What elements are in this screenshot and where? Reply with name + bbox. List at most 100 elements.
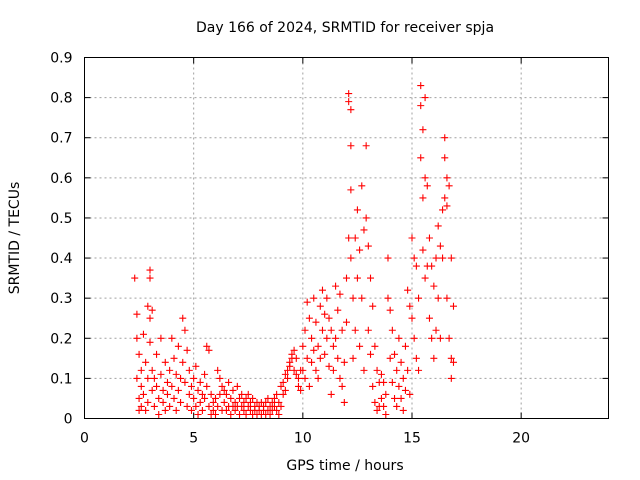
data-point: [404, 366, 412, 374]
data-point: [360, 226, 368, 234]
data-point: [362, 142, 370, 150]
data-point: [321, 350, 329, 358]
data-point: [382, 410, 390, 418]
data-point: [318, 286, 326, 294]
y-tick-label: 0.2: [50, 331, 72, 347]
data-point: [358, 182, 366, 190]
data-point: [393, 366, 401, 374]
data-point: [172, 406, 180, 414]
data-point: [347, 186, 355, 194]
data-point: [316, 354, 324, 362]
data-point: [316, 302, 324, 310]
data-point: [391, 350, 399, 358]
data-point: [377, 370, 385, 378]
data-point: [203, 342, 211, 350]
data-point: [380, 402, 388, 410]
data-point: [305, 382, 313, 390]
data-point: [323, 334, 331, 342]
data-point: [397, 394, 405, 402]
data-point: [447, 374, 455, 382]
data-point: [187, 382, 195, 390]
y-tick-label: 0: [64, 412, 73, 428]
data-point: [353, 206, 361, 214]
y-tick-label: 0.1: [50, 371, 72, 387]
data-point: [325, 362, 333, 370]
data-point: [338, 326, 346, 334]
data-point: [135, 394, 143, 402]
data-point: [445, 182, 453, 190]
data-point: [347, 142, 355, 150]
data-point: [196, 398, 204, 406]
data-point: [417, 154, 425, 162]
data-point: [419, 194, 427, 202]
data-point: [144, 302, 152, 310]
data-point: [246, 398, 254, 406]
data-point: [157, 334, 165, 342]
data-point: [170, 394, 178, 402]
data-point: [142, 358, 150, 366]
data-point: [310, 294, 318, 302]
data-point: [318, 326, 326, 334]
data-point: [332, 282, 340, 290]
data-point: [294, 382, 302, 390]
data-point: [395, 382, 403, 390]
data-point: [277, 402, 285, 410]
data-point: [432, 326, 440, 334]
data-point: [205, 346, 213, 354]
data-point: [371, 342, 379, 350]
data-point: [198, 406, 206, 414]
data-point: [270, 402, 278, 410]
data-point: [166, 366, 174, 374]
data-point: [229, 386, 237, 394]
data-point: [240, 406, 248, 414]
data-point: [242, 394, 250, 402]
data-point: [305, 314, 313, 322]
data-point: [312, 366, 320, 374]
data-point: [386, 354, 394, 362]
data-point: [277, 382, 285, 390]
data-point: [449, 302, 457, 310]
data-point: [187, 406, 195, 414]
axis-ticks: 0 0.1 0.2 0.3 0.4 0.5 0.6 0.7 0.8 0.9 0 5 10 15 20: [50, 51, 609, 447]
data-point: [388, 378, 396, 386]
data-point: [303, 354, 311, 362]
data-point: [391, 394, 399, 402]
data-point: [244, 390, 252, 398]
data-point: [397, 358, 405, 366]
y-tick-label: 0.4: [50, 251, 72, 267]
y-tick-label: 0.8: [50, 91, 72, 107]
y-tick-label: 0.3: [50, 291, 72, 307]
data-point: [212, 394, 219, 402]
data-point: [340, 358, 348, 366]
data-point: [207, 390, 215, 398]
data-point: [281, 386, 289, 394]
data-point: [334, 306, 342, 314]
data-point: [279, 390, 287, 398]
data-point: [146, 274, 154, 282]
data-point: [356, 342, 364, 350]
data-point: [190, 394, 198, 402]
data-point: [428, 334, 436, 342]
data-point: [177, 398, 185, 406]
data-point: [281, 370, 289, 378]
data-point: [144, 374, 152, 382]
data-point: [356, 246, 364, 254]
data-point: [321, 310, 329, 318]
data-point: [401, 386, 409, 394]
data-point: [423, 182, 431, 190]
data-point: [419, 246, 427, 254]
data-point: [380, 378, 388, 386]
data-point: [231, 398, 239, 406]
data-point: [434, 222, 442, 230]
data-point: [292, 354, 300, 362]
x-tick-label: 20: [512, 431, 530, 447]
data-point: [312, 318, 320, 326]
data-point: [155, 394, 163, 402]
data-point: [382, 390, 390, 398]
data-point: [179, 314, 187, 322]
data-point: [430, 282, 438, 290]
x-tick-label: 10: [294, 431, 312, 447]
data-point: [163, 390, 171, 398]
x-axis-label: GPS time / hours: [286, 458, 403, 474]
